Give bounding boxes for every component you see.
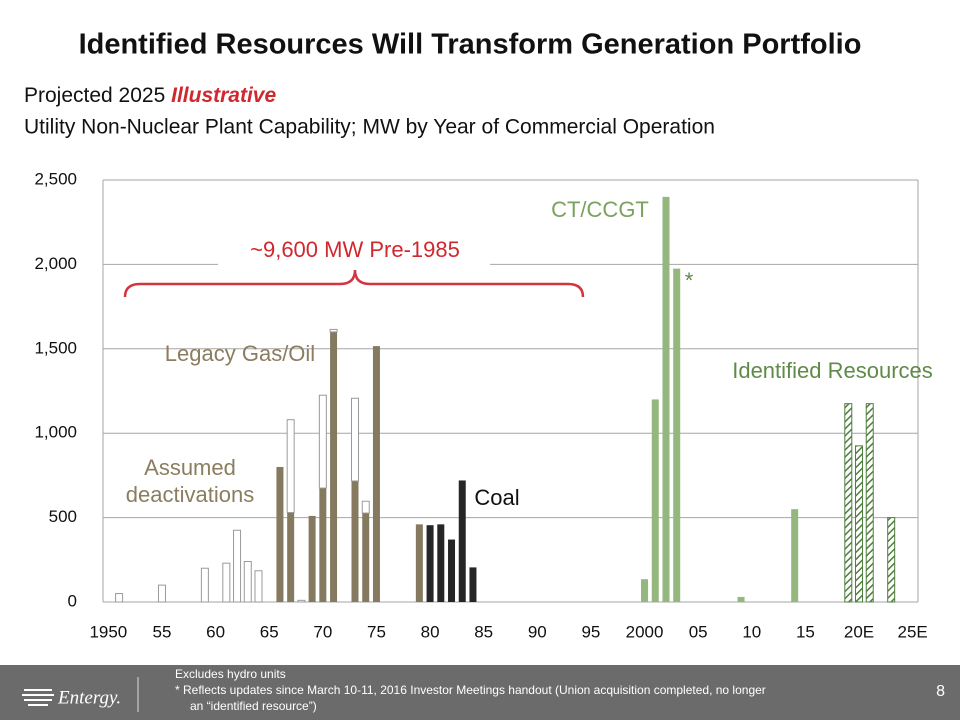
bar [318,394,327,489]
series-label: Identified Resources [732,358,933,383]
bar [233,529,242,603]
bar [200,567,209,603]
bar [243,560,252,603]
page-number: 8 [936,683,945,700]
bar [458,480,466,602]
x-tick-label: 75 [367,622,386,641]
x-tick-label: 05 [689,622,708,641]
footnote: an “identified resource”) [190,699,317,713]
x-tick-label: 65 [260,622,279,641]
bar [865,403,874,603]
x-tick-label: 90 [528,622,547,641]
annotation-bg [218,236,490,266]
bar [426,525,434,602]
bar [662,196,670,602]
series-label: CT/CCGT [551,197,649,222]
x-tick-label: 2000 [626,622,664,641]
series-label: Legacy Gas/Oil [164,341,316,366]
x-tick-label: 25E [898,622,928,641]
bar [276,466,284,602]
x-tick-label: 70 [313,622,332,641]
y-tick-label: 1,000 [34,423,77,442]
x-tick-label: 10 [742,622,761,641]
x-tick-label: 1950 [89,622,127,641]
bar [254,570,263,603]
bar [448,539,456,602]
bar [286,419,295,514]
bar [351,480,359,602]
bar [437,524,445,602]
x-tick-label: 60 [206,622,225,641]
bar [329,328,338,333]
bar [791,509,799,602]
footer-bar [0,665,960,720]
subtitle-part: Projected 2025 [24,84,165,107]
bar [330,331,338,602]
subtitle-emphasis: Illustrative [171,84,276,107]
bar [372,346,380,602]
bar [319,488,327,602]
y-tick-label: 0 [68,591,77,610]
bar [361,500,370,514]
annotation: * [685,268,694,293]
bar [641,579,649,602]
bar [887,517,896,603]
series-label: Assumed deactivations [125,455,255,507]
bar [362,513,370,602]
bar [115,593,124,603]
bar [855,445,864,603]
plot: 0 500 1,000 1,500 2,000 2,500 1950 55 60 65 70 75 80… [34,169,927,641]
bar [222,562,231,603]
bar [308,515,316,602]
bar [157,584,166,603]
logo-mark [22,689,54,706]
y-tick-label: 2,500 [34,169,77,188]
y-tick-label: 2,000 [34,254,77,273]
footnote: Excludes hydro units [175,667,286,681]
y-tick-label: 500 [49,507,77,526]
brace [123,269,585,298]
bar [351,397,360,482]
bar [737,596,745,602]
series-label: Coal [474,485,520,510]
bar [651,399,659,602]
bar [844,403,853,603]
x-tick-label: 15 [796,622,815,641]
x-tick-label: 85 [474,622,493,641]
bar [287,512,295,602]
chart-title: Identified Resources Will Transform Gene… [79,29,862,61]
y-tick-label: 1,500 [34,338,77,357]
annotation: ~9,600 MW Pre-1985 [250,237,460,262]
bar [415,524,423,602]
subtitle: Utility Non-Nuclear Plant Capability; MW… [24,116,715,139]
subtitle: Projected 2025 Illustrative [24,84,276,107]
bar [297,599,306,603]
bar [673,268,681,602]
x-tick-label: 20E [844,622,874,641]
bar [469,567,477,602]
x-tick-label: 95 [581,622,600,641]
logo: Entergy. [57,687,121,708]
x-tick-label: 80 [421,622,440,641]
x-tick-label: 55 [153,622,172,641]
footnote: * Reflects updates since March 10-11, 20… [175,683,766,697]
